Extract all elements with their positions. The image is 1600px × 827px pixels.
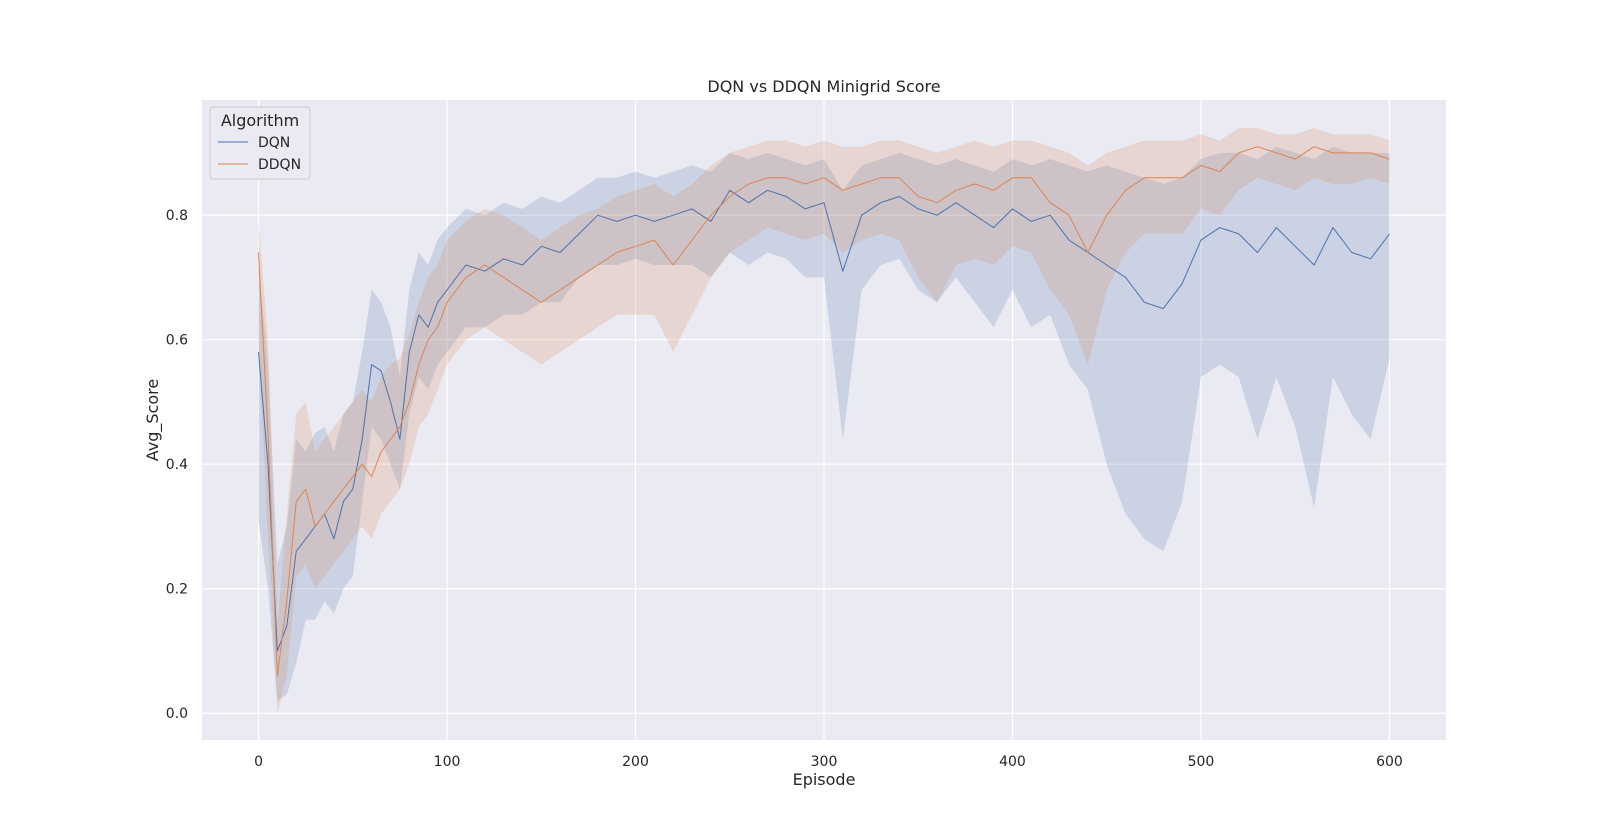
series-lines xyxy=(258,146,1390,677)
x-tick-label: 600 xyxy=(1376,754,1403,770)
legend-label-dqn: DQN xyxy=(258,135,290,151)
y-axis-ticks: 0.0 0.2 0.4 0.6 0.8 xyxy=(166,208,188,722)
legend: Algorithm DQN DDQN xyxy=(209,106,311,180)
y-axis-title: Avg_Score xyxy=(143,379,163,461)
x-axis-ticks: 0 100 200 300 400 500 600 xyxy=(254,754,1403,770)
legend-box xyxy=(209,106,311,180)
series-line-ddqn xyxy=(258,146,1390,677)
legend-title: Algorithm xyxy=(221,111,299,130)
y-tick-label: 0.4 xyxy=(166,457,188,473)
y-tick-label: 0.6 xyxy=(166,333,188,349)
y-tick-label: 0.0 xyxy=(166,706,188,722)
series-line-dqn xyxy=(258,189,1390,652)
x-tick-label: 0 xyxy=(254,754,263,770)
x-tick-label: 100 xyxy=(434,754,461,770)
y-tick-label: 0.2 xyxy=(166,582,188,598)
confidence-band-dqn xyxy=(258,146,1390,701)
chart-title: DQN vs DDQN Minigrid Score xyxy=(707,77,940,96)
grid-lines xyxy=(202,100,1446,740)
x-tick-label: 200 xyxy=(622,754,649,770)
confidence-bands xyxy=(258,128,1390,714)
y-tick-label: 0.8 xyxy=(166,208,188,224)
x-tick-label: 300 xyxy=(811,754,838,770)
x-tick-label: 500 xyxy=(1188,754,1215,770)
x-axis-title: Episode xyxy=(793,770,856,789)
legend-label-ddqn: DDQN xyxy=(258,157,301,173)
confidence-band-ddqn xyxy=(258,128,1390,714)
x-tick-label: 400 xyxy=(999,754,1026,770)
